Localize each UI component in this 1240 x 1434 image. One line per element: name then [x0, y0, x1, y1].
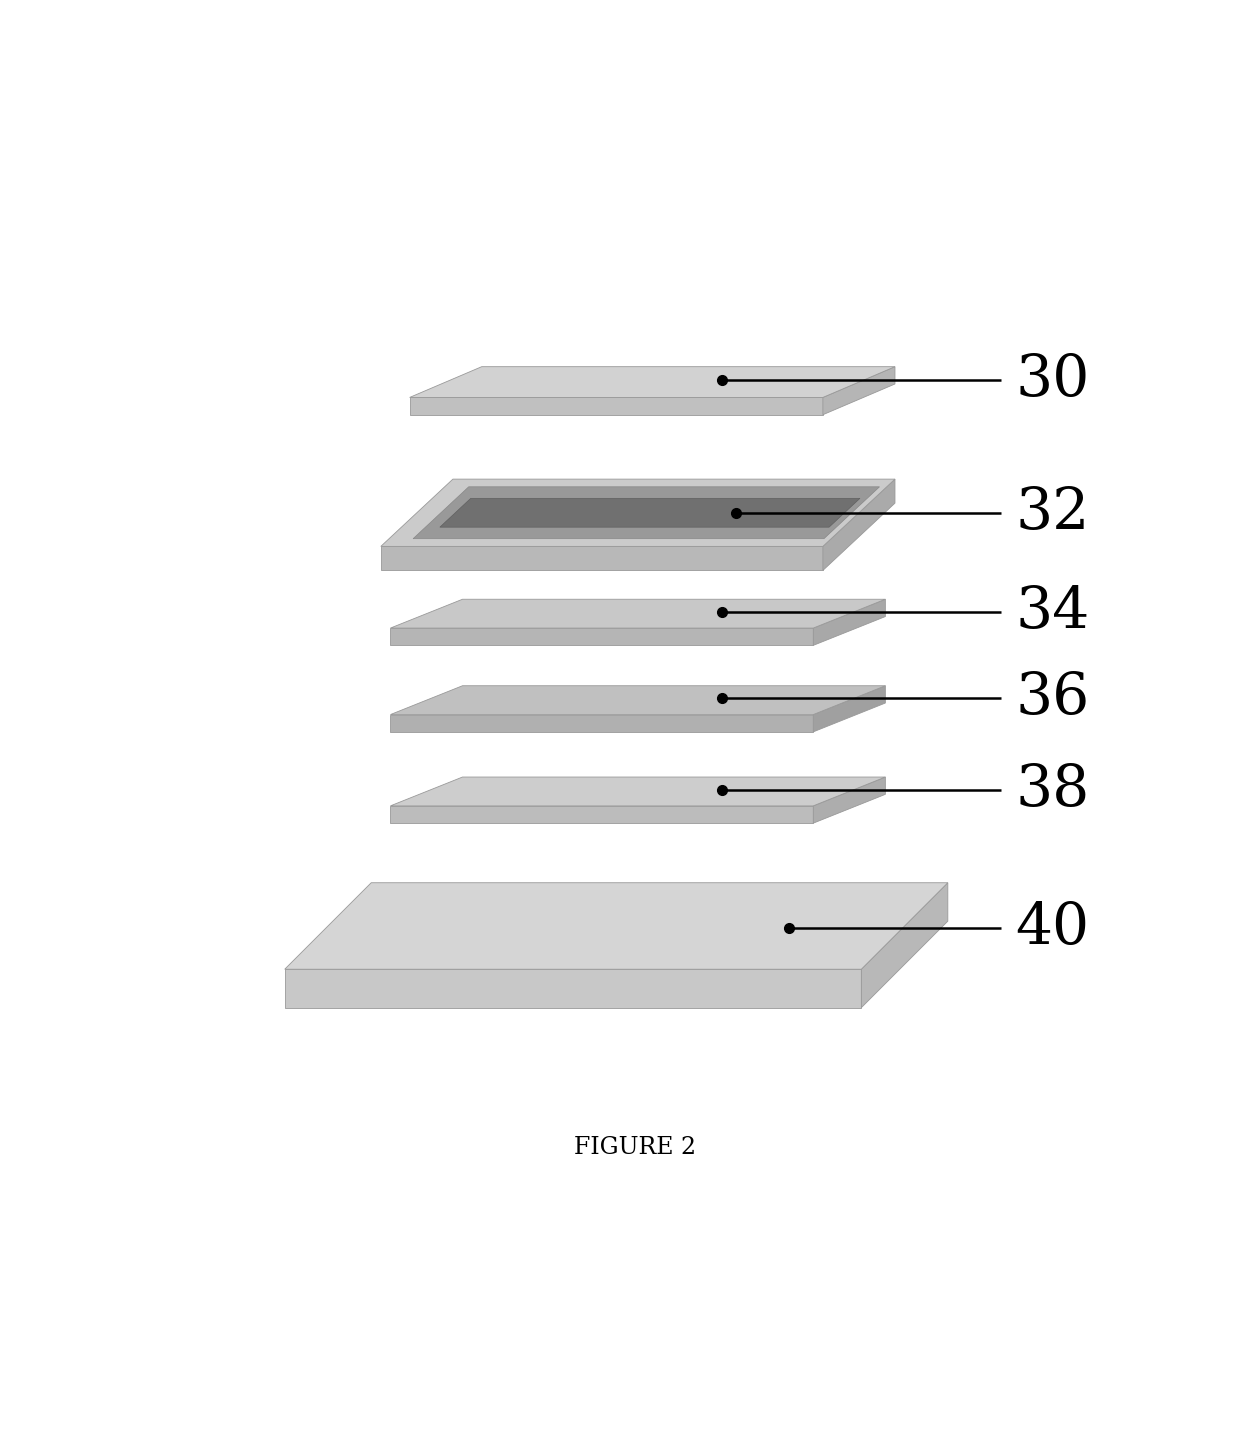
Polygon shape: [285, 969, 862, 1008]
Polygon shape: [381, 546, 823, 571]
Polygon shape: [391, 777, 885, 806]
Text: 38: 38: [1016, 761, 1090, 817]
Polygon shape: [391, 685, 885, 714]
Text: 36: 36: [1016, 670, 1090, 726]
Polygon shape: [862, 883, 947, 1008]
Polygon shape: [440, 499, 861, 528]
Text: 30: 30: [1016, 353, 1090, 409]
Polygon shape: [381, 479, 895, 546]
Polygon shape: [391, 628, 813, 645]
Polygon shape: [813, 777, 885, 823]
Polygon shape: [391, 714, 813, 731]
Text: 34: 34: [1016, 584, 1090, 640]
Polygon shape: [391, 599, 885, 628]
Polygon shape: [813, 599, 885, 645]
Polygon shape: [285, 883, 947, 969]
Polygon shape: [409, 397, 823, 414]
Text: 32: 32: [1016, 485, 1090, 541]
Polygon shape: [823, 479, 895, 571]
Text: FIGURE 2: FIGURE 2: [574, 1136, 697, 1159]
Polygon shape: [409, 367, 895, 397]
Polygon shape: [823, 367, 895, 414]
Polygon shape: [413, 486, 879, 539]
Polygon shape: [813, 685, 885, 731]
Text: 40: 40: [1016, 901, 1089, 956]
Polygon shape: [391, 806, 813, 823]
